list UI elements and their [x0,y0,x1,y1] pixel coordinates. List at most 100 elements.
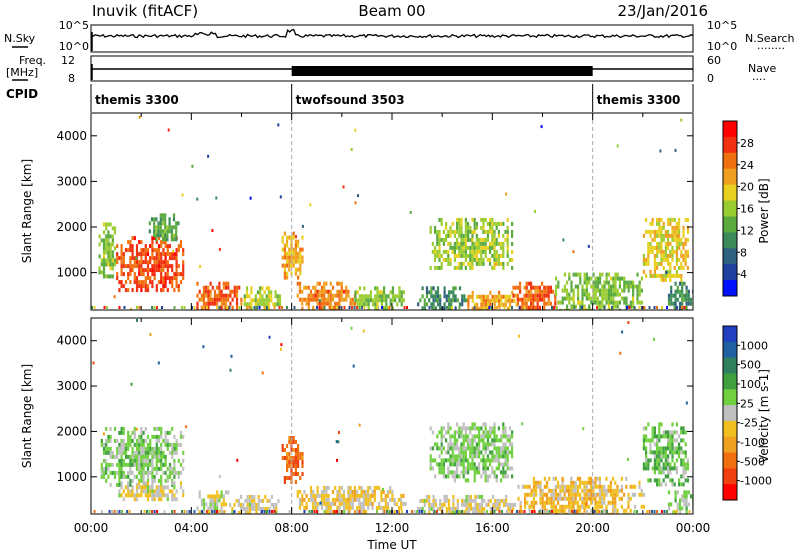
echo-cell-r6 [464,470,467,475]
echo-cell-r3 [227,293,230,298]
echo-cell-r10 [495,298,498,303]
echo-cell-r12 [555,288,558,293]
echo-cell-r2 [205,502,208,507]
isolated-cell [135,427,138,431]
echo-cell-r11 [547,301,550,306]
ground-cell [193,306,196,309]
echo-cell-r9 [452,294,455,299]
echo-cell-r5 [364,489,368,494]
echo-cell-r6 [502,434,505,439]
echo-cell-r0 [144,426,147,431]
echo-cell-r9 [675,438,678,443]
echo-cell-r8 [434,225,437,230]
echo-cell-r5 [384,493,387,498]
echo-cell-r13 [675,241,678,246]
echo-cell-r9 [653,434,656,439]
echo-cell-r0 [142,478,145,483]
ground-cell [338,306,341,309]
ground-cell [683,306,686,309]
echo-cell-r8 [587,480,590,485]
ground-cell [313,510,316,513]
echo-cell-r7 [461,498,464,503]
echo-cell-r10 [506,306,509,310]
colorbar-segment-1 [723,136,737,154]
colorbar-segment-1 [723,341,737,359]
echo-cell-r10 [471,290,474,295]
echo-cell-r12 [599,304,602,309]
echo-cell-r8 [616,508,619,513]
echo-cell-r2 [170,233,173,238]
ground-cell [673,306,676,309]
echo-cell-r13 [686,249,689,254]
isolated-cell [172,249,174,253]
echo-cell-r7 [452,510,455,514]
echo-cell-r12 [612,300,615,305]
echo-cell-r1 [160,493,163,498]
echo-cell-r9 [447,294,451,299]
echo-cell-r13 [673,225,676,230]
echo-cell-r5 [397,505,401,510]
echo-cell-r3 [202,297,206,302]
echo-cell-r1 [127,240,130,245]
echo-cell-r7 [400,302,403,307]
echo-cell-r1 [175,264,178,269]
echo-cell-r10 [467,294,470,299]
echo-cell-r6 [493,430,496,435]
echo-cell-r8 [484,249,487,254]
echo-cell-r8 [471,233,474,238]
echo-cell-r6 [491,450,494,455]
echo-cell-r9 [671,438,674,443]
echo-cell-r1 [146,252,150,257]
echo-cell-r6 [464,458,467,463]
echo-cell-r8 [570,492,573,497]
echo-cell-r6 [312,285,315,290]
echo-cell-r1 [149,489,152,494]
echo-cell-r8 [590,492,593,497]
echo-cell-r5 [286,251,289,256]
echo-cell-r11 [527,305,530,310]
echo-cell-r4 [286,476,289,480]
echo-cell-r9 [667,454,670,459]
echo-cell-r3 [233,289,236,294]
colorbar-segment-4 [723,389,737,406]
echo-cell-r10 [502,302,505,307]
echo-cell-r9 [653,466,656,471]
echo-cell-r6 [504,450,507,455]
echo-cell-r1 [175,276,178,281]
echo-cell-r8 [609,492,612,497]
echo-cell-r7 [361,302,364,307]
echo-cell-r13 [649,229,652,234]
echo-cell-r5 [360,501,363,506]
isolated-cell [540,125,543,129]
echo-cell-r7 [483,510,486,514]
echo-cell-r3 [222,293,225,298]
echo-cell-r6 [318,301,321,306]
echo-cell-r13 [678,237,681,242]
echo-cell-r9 [649,446,652,451]
echo-cell-r12 [614,292,617,297]
echo-cell-r4 [286,468,289,472]
echo-cell-r8 [478,261,481,266]
echo-cell-r1 [131,256,134,261]
echo-cell-r8 [429,225,432,230]
echo-cell-r5 [331,497,335,502]
echo-cell-r7 [363,294,366,299]
echo-cell-r3 [205,293,208,298]
echo-cell-r12 [570,288,573,293]
isolated-cell [136,318,138,322]
echo-cell-r5 [342,493,346,498]
echo-cell-r3 [222,281,225,286]
ground-cell [611,306,613,309]
echo-cell-r8 [587,504,590,509]
ground-cell [588,306,591,309]
echo-cell-r12 [599,300,602,305]
echo-cell-r8 [563,504,566,509]
echo-cell-r8 [449,233,452,238]
echo-cell-r8 [493,257,496,262]
echo-cell-r12 [636,272,639,277]
echo-cell-r8 [502,245,505,250]
echo-cell-r6 [506,462,509,467]
ground-cell [401,510,403,513]
echo-cell-r0 [166,446,169,451]
